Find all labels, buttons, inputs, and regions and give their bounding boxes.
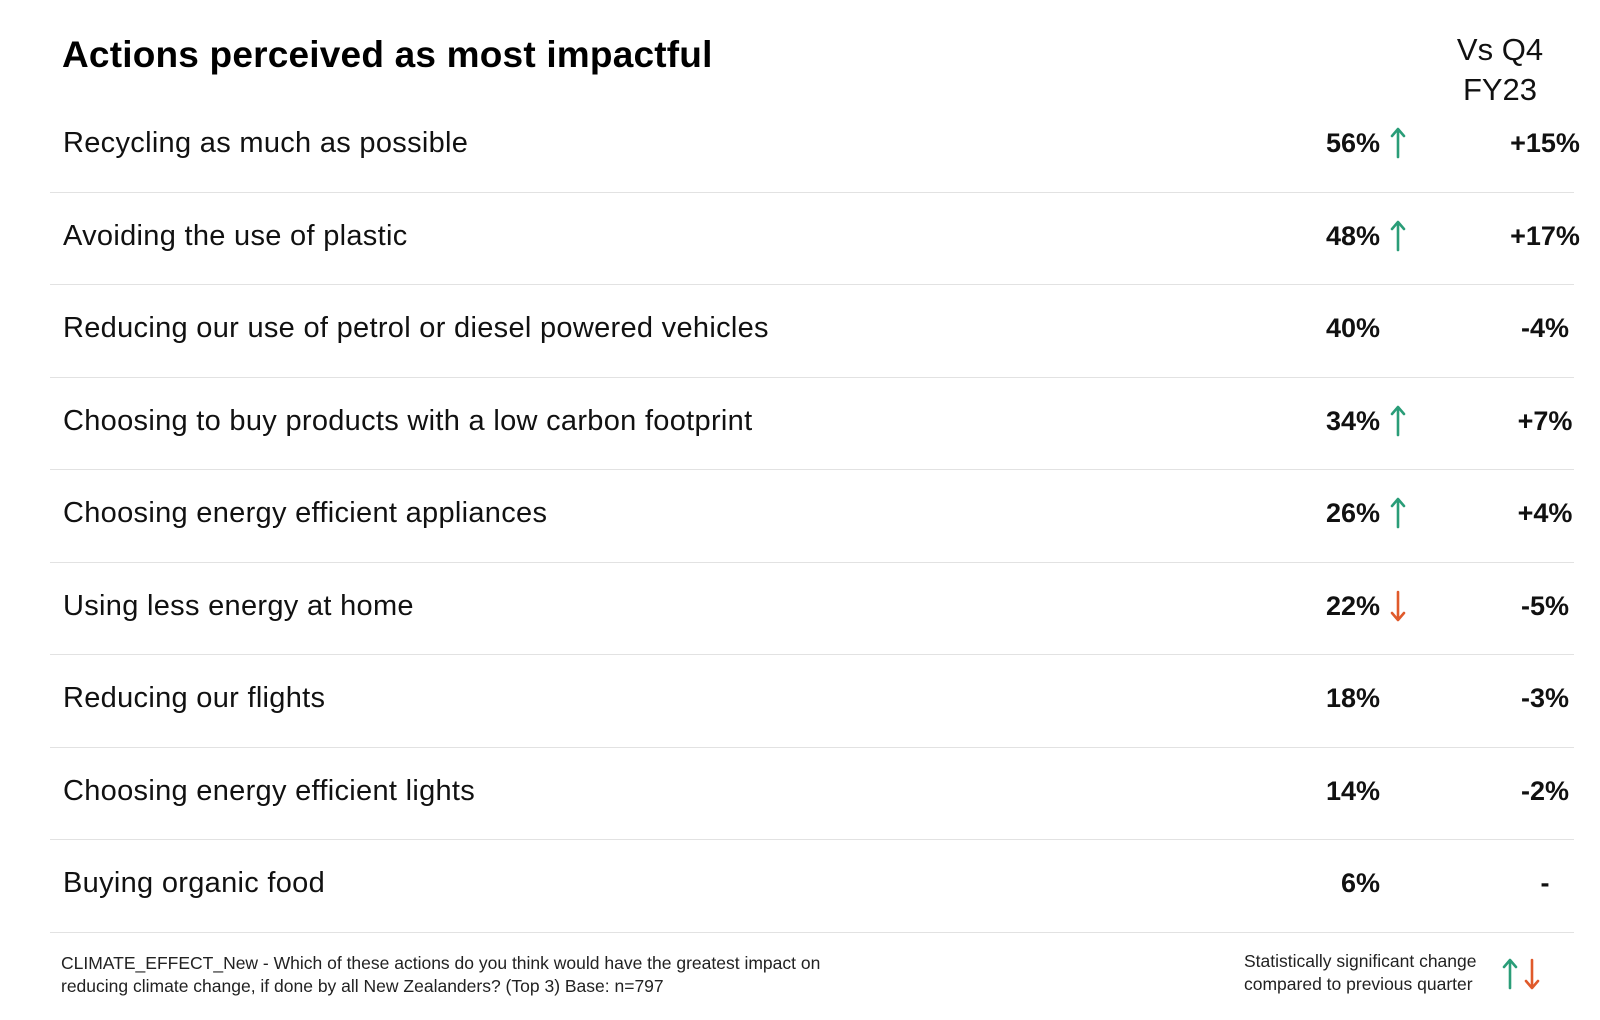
action-label: Using less energy at home	[63, 589, 414, 622]
action-label: Choosing to buy products with a low carb…	[63, 404, 753, 437]
arrow-down-icon	[1524, 958, 1540, 990]
change-vs-previous: -	[1540, 868, 1550, 898]
action-percentage: 56%	[1325, 128, 1380, 158]
page-title: Actions perceived as most impactful	[62, 34, 713, 75]
footnote-line2: reducing climate change, if done by all …	[61, 976, 664, 996]
arrow-up-icon	[1388, 126, 1408, 160]
table-row: Choosing energy efficient lights 14% -2%	[50, 748, 1574, 840]
change-vs-previous: -5%	[1520, 590, 1569, 621]
legend-line2: compared to previous quarter	[1244, 974, 1473, 994]
action-percentage: 6%	[1340, 868, 1380, 898]
change-vs-previous: -2%	[1520, 775, 1569, 806]
change-vs-previous: +17%	[1510, 220, 1580, 251]
comparison-column-header: Vs Q4 FY23	[1430, 30, 1570, 110]
action-label: Choosing energy efficient appliances	[63, 497, 548, 529]
change-vs-previous: +4%	[1517, 498, 1573, 528]
change-vs-previous: -4%	[1520, 313, 1569, 343]
table-row: Reducing our use of petrol or diesel pow…	[50, 285, 1574, 378]
no-change-marker	[1388, 311, 1408, 345]
no-change-marker	[1388, 774, 1408, 808]
table-row: Using less energy at home 22% -5%	[50, 563, 1574, 655]
legend-arrows-svg	[1502, 958, 1540, 990]
significance-legend: Statistically significant change compare…	[1244, 950, 1476, 996]
legend-line1: Statistically significant change	[1244, 951, 1477, 971]
action-label: Choosing energy efficient lights	[63, 774, 476, 807]
action-label: Buying organic food	[63, 867, 326, 899]
table-row: Recycling as much as possible 56% +15%	[50, 100, 1580, 193]
action-label: Reducing our flights	[63, 682, 326, 714]
footnote-line1: CLIMATE_EFFECT_New - Which of these acti…	[61, 953, 821, 973]
change-vs-previous: +15%	[1510, 128, 1580, 158]
table-row: Buying organic food 6% -	[50, 840, 1574, 933]
table-row: Reducing our flights 18% -3%	[50, 655, 1574, 748]
action-label: Reducing our use of petrol or diesel pow…	[63, 312, 769, 344]
action-percentage: 34%	[1325, 405, 1380, 436]
change-vs-previous: +7%	[1517, 405, 1573, 436]
action-percentage: 26%	[1325, 498, 1380, 528]
actions-table: Recycling as much as possible 56% +15% A…	[50, 100, 1580, 933]
comparison-header-line2: FY23	[1462, 72, 1538, 107]
action-percentage: 40%	[1325, 313, 1380, 343]
action-percentage: 48%	[1325, 220, 1380, 251]
survey-footnote: CLIMATE_EFFECT_New - Which of these acti…	[61, 952, 861, 998]
arrow-up-icon	[1502, 958, 1518, 990]
action-percentage: 18%	[1325, 683, 1380, 713]
action-percentage: 14%	[1325, 775, 1380, 806]
arrow-up-icon	[1388, 404, 1408, 438]
change-vs-previous: -3%	[1520, 683, 1569, 713]
arrow-up-icon	[1388, 219, 1408, 253]
legend-arrows	[1500, 956, 1546, 992]
no-change-marker	[1388, 866, 1408, 900]
comparison-header-line1: Vs Q4	[1456, 32, 1544, 67]
arrow-down-icon	[1388, 589, 1408, 623]
action-label: Recycling as much as possible	[63, 127, 469, 159]
table-row: Avoiding the use of plastic 48% +17%	[50, 193, 1580, 285]
action-percentage: 22%	[1325, 590, 1380, 621]
action-label: Avoiding the use of plastic	[63, 219, 408, 252]
table-row: Choosing energy efficient appliances 26%…	[50, 470, 1574, 563]
table-row: Choosing to buy products with a low carb…	[50, 378, 1574, 470]
no-change-marker	[1388, 681, 1408, 715]
arrow-up-icon	[1388, 496, 1408, 530]
